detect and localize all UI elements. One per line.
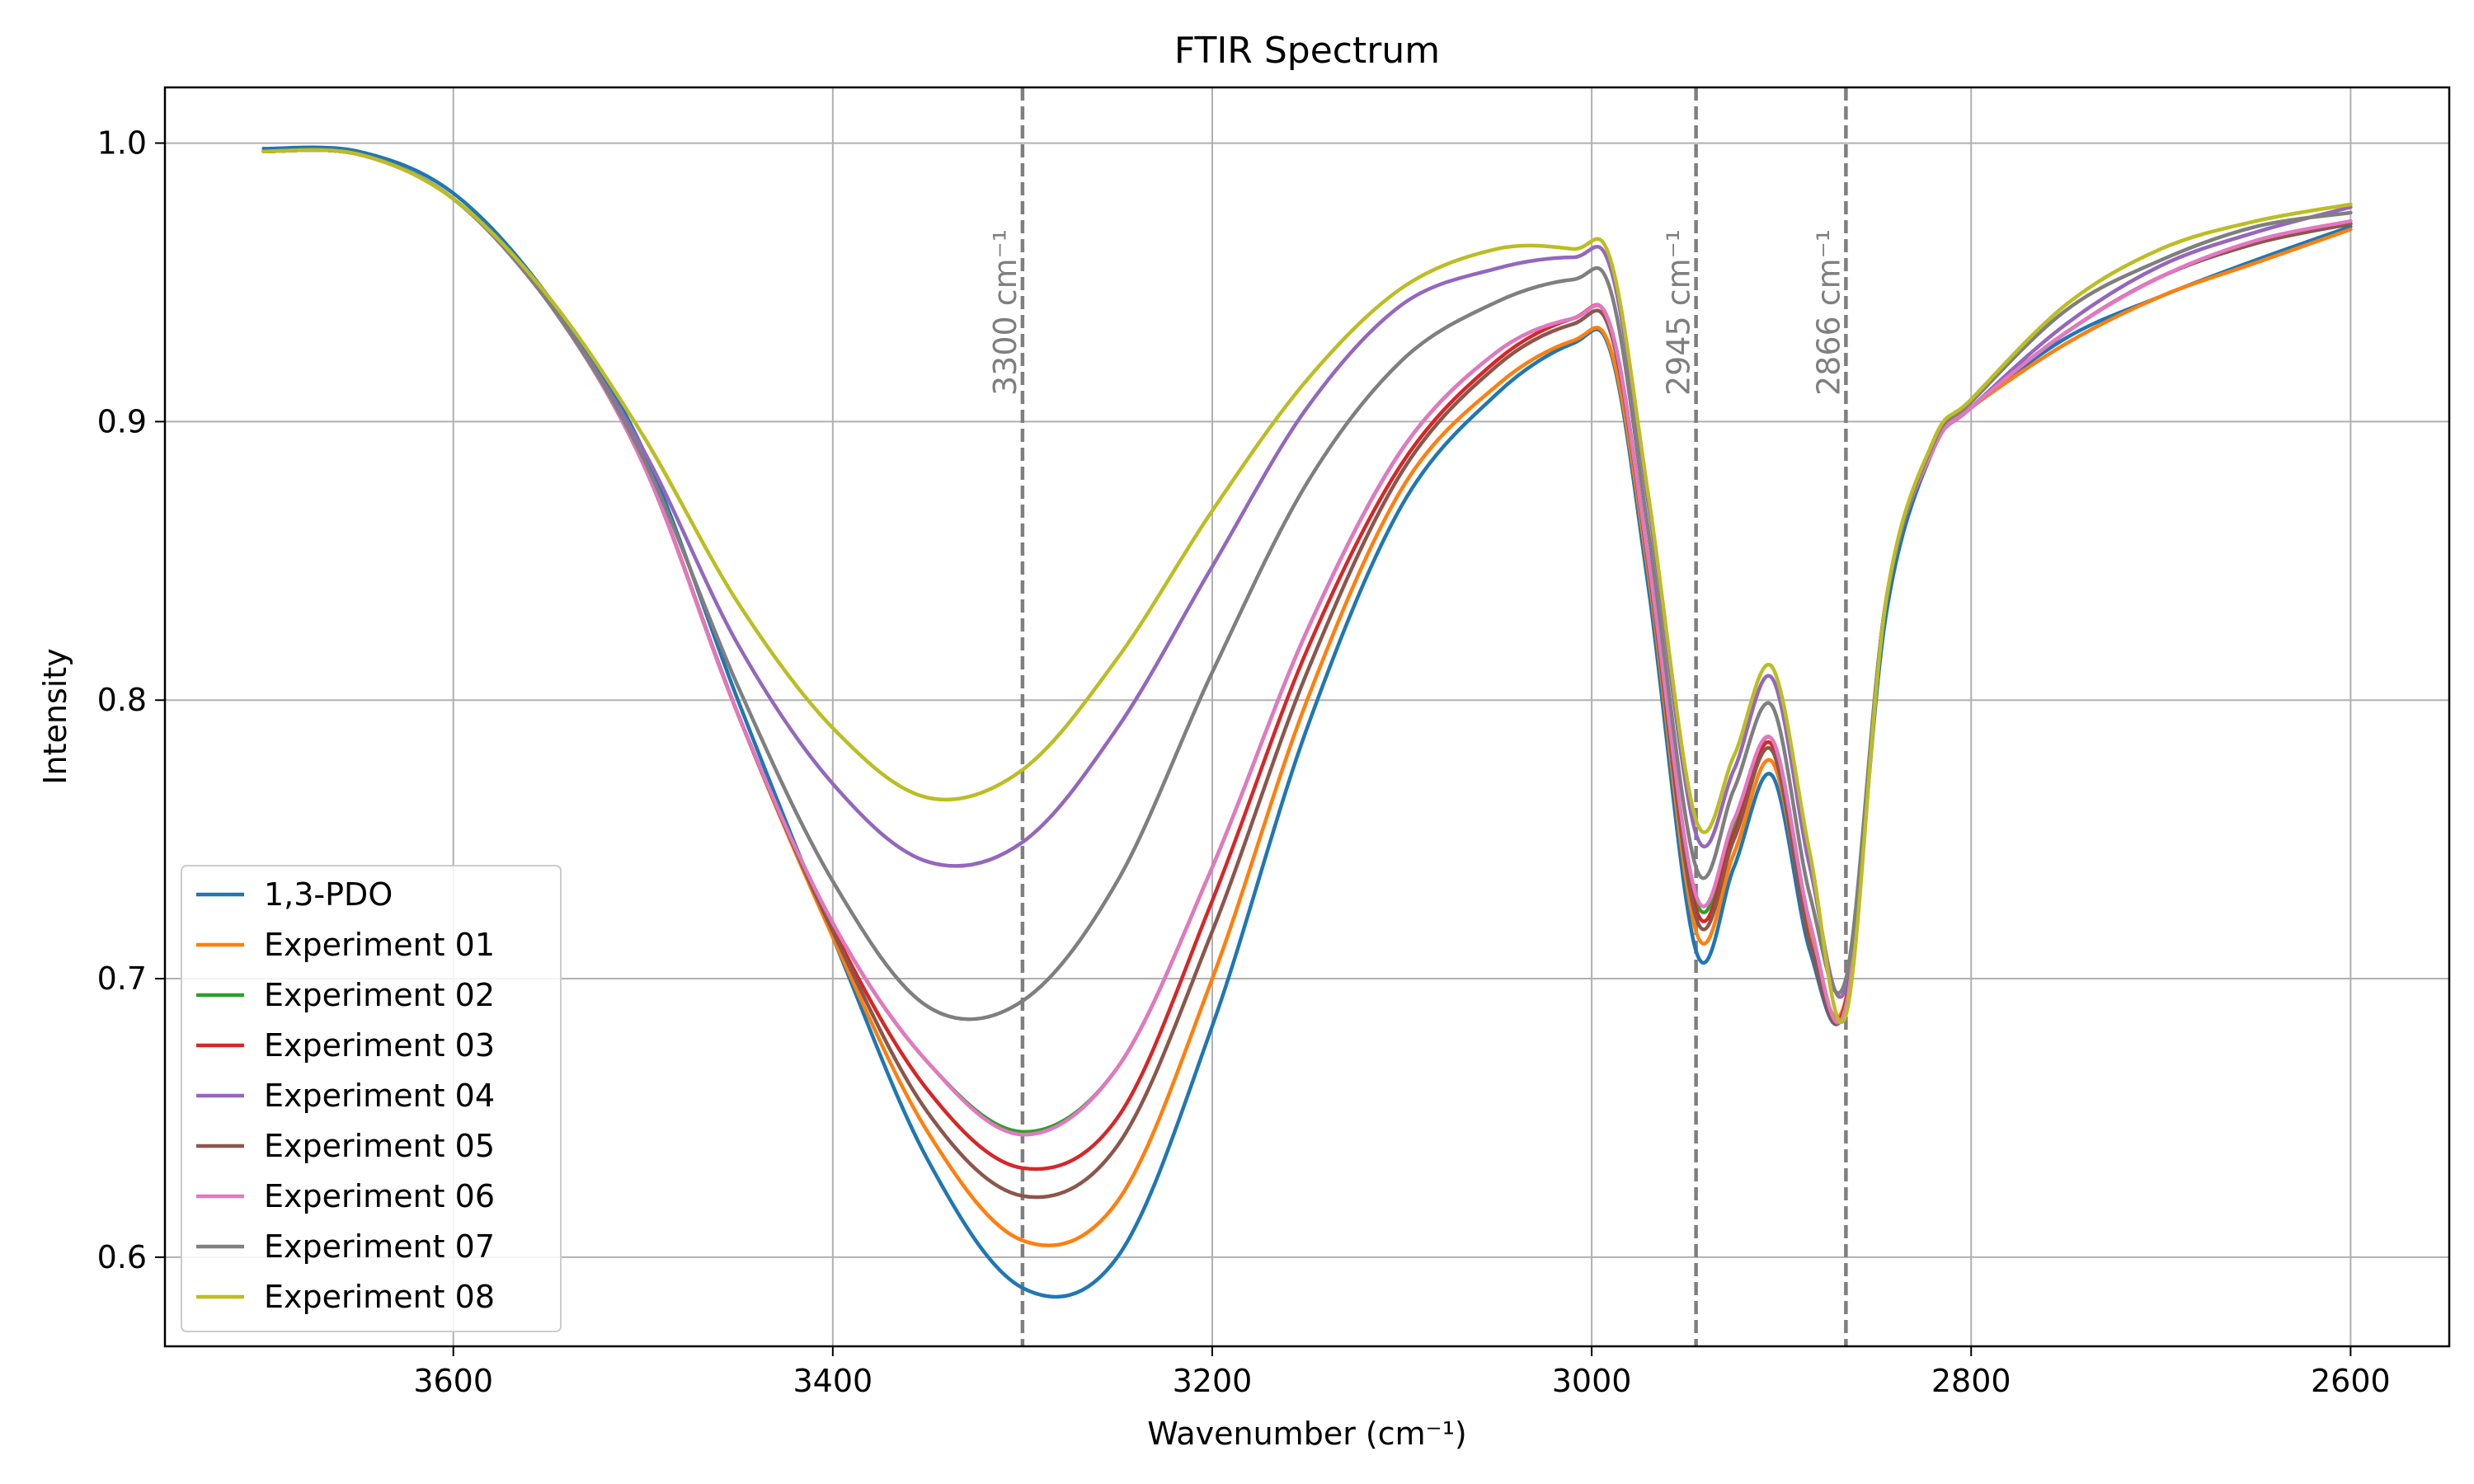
legend-entry: Experiment 06 (264, 1178, 495, 1214)
x-tick-label: 3400 (793, 1363, 872, 1399)
series-line (261, 148, 2353, 1025)
x-tick-label: 3200 (1173, 1363, 1253, 1399)
x-tick-label: 3600 (413, 1363, 493, 1399)
legend-entry: Experiment 08 (264, 1279, 495, 1315)
y-tick-label: 1.0 (97, 125, 147, 162)
legend-entry: Experiment 01 (264, 927, 495, 963)
legend-entry: 1,3-PDO (264, 876, 393, 913)
y-tick-label: 0.7 (97, 960, 147, 997)
x-tick-label: 3000 (1552, 1363, 1632, 1399)
legend-entry: Experiment 03 (264, 1027, 495, 1064)
series-line (261, 145, 2353, 1299)
legend-entry: Experiment 04 (264, 1078, 495, 1114)
legend-box (181, 865, 562, 1332)
plot-series (261, 145, 2353, 1299)
y-tick-label: 0.6 (97, 1239, 147, 1275)
y-tick-label: 0.9 (97, 403, 147, 439)
y-axis: 0.6 0.7 0.8 0.9 1.0 (97, 125, 165, 1275)
x-axis-label: Wavenumber (cm⁻¹) (1147, 1416, 1467, 1452)
reference-line-label: 2866 cm⁻¹ (1810, 229, 1846, 396)
reference-lines: 3300 cm⁻¹ 2945 cm⁻¹ 2866 cm⁻¹ (987, 87, 1848, 1346)
legend-entry: Experiment 02 (264, 977, 495, 1013)
x-tick-label: 2800 (1931, 1363, 2011, 1399)
legend-entry: Experiment 05 (264, 1128, 495, 1164)
plot-frame (163, 86, 2451, 1348)
chart-title: FTIR Spectrum (1174, 30, 1440, 72)
x-tick-label: 2600 (2311, 1363, 2391, 1399)
reference-line-label: 3300 cm⁻¹ (987, 229, 1023, 396)
y-tick-label: 0.8 (97, 682, 147, 718)
reference-line-label: 2945 cm⁻¹ (1661, 229, 1697, 396)
y-axis-label: Intensity (37, 648, 73, 784)
legend: 1,3-PDO Experiment 01 Experiment 02 Experim… (181, 865, 562, 1332)
legend-entry: Experiment 07 (264, 1228, 495, 1265)
x-axis: 3600 3400 3200 3000 2800 2600 (413, 1346, 2391, 1399)
